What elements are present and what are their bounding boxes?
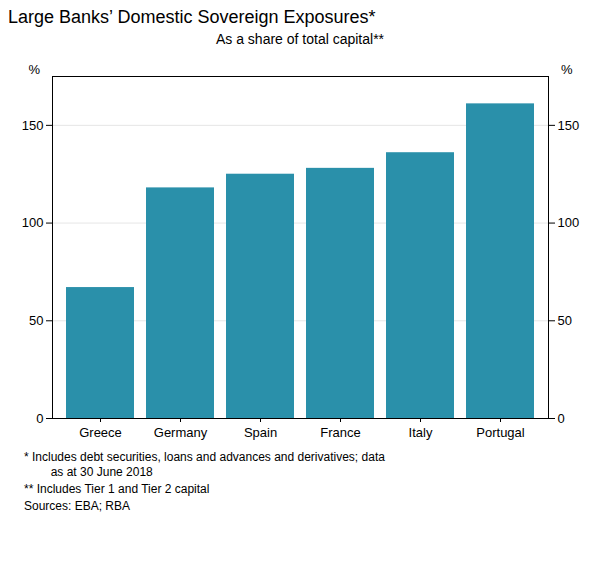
svg-text:Greece: Greece — [79, 425, 122, 440]
svg-text:150: 150 — [558, 118, 580, 133]
html-text:* Includes debt securities, lo: * Includes debt securities, loans and ad… — [24, 450, 385, 479]
svg-text:100: 100 — [558, 215, 580, 230]
svg-text:%: % — [29, 62, 41, 77]
svg-text:100: 100 — [22, 215, 44, 230]
svg-text:0: 0 — [36, 411, 43, 426]
svg-text:Spain: Spain — [244, 425, 277, 440]
svg-text:0: 0 — [558, 411, 565, 426]
svg-text:150: 150 — [22, 118, 44, 133]
html-text:As a share of total capital**: As a share of total capital** — [215, 31, 384, 47]
svg-text:50: 50 — [558, 313, 572, 328]
html-text:Large Banks’ Domestic Sovereig: Large Banks’ Domestic Sovereign Exposure… — [8, 7, 376, 27]
html-text:Sources: EBA; RBA: Sources: EBA; RBA — [24, 499, 130, 513]
svg-text:Italy: Italy — [409, 425, 433, 440]
html-text:** Includes Tier 1 and Tier 2: ** Includes Tier 1 and Tier 2 capital — [24, 482, 210, 496]
svg-text:Portugal: Portugal — [476, 425, 525, 440]
svg-text:Germany: Germany — [154, 425, 208, 440]
svg-text:50: 50 — [29, 313, 43, 328]
svg-text:%: % — [561, 62, 573, 77]
svg-text:France: France — [320, 425, 360, 440]
